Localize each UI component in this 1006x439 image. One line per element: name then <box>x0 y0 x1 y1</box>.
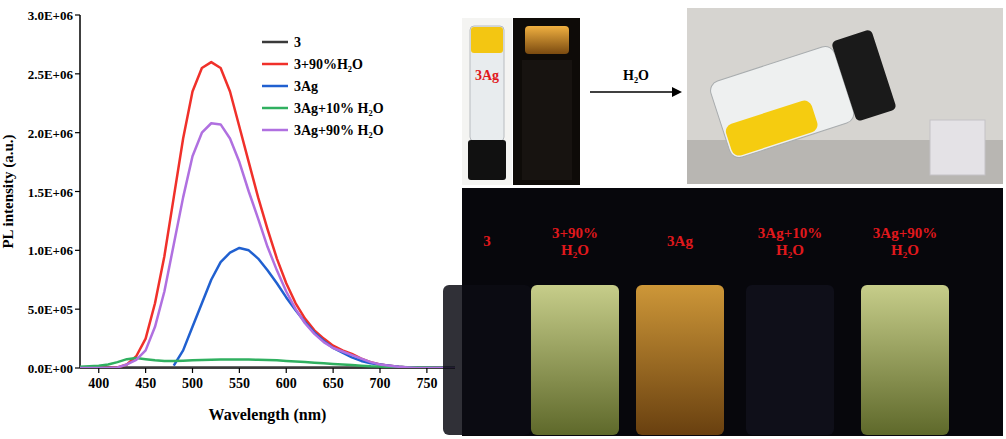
photo-label: 3Ag <box>475 68 499 83</box>
vial-cap <box>831 29 897 122</box>
x-tick-label: 600 <box>276 376 297 391</box>
x-tick-label: 500 <box>182 376 203 391</box>
tilted-vial <box>707 29 897 162</box>
legend-label: 3Ag+90% H₂O <box>294 123 384 138</box>
x-tick-label: 400 <box>88 376 109 391</box>
y-tick-label: 1.0E+06 <box>28 243 74 258</box>
x-tick-label: 750 <box>416 376 437 391</box>
vial-label: 3Ag+10%H₂O <box>758 225 822 258</box>
series-line <box>80 62 455 368</box>
legend-swatch <box>262 129 288 132</box>
photo <box>462 188 1003 436</box>
x-tick <box>239 368 240 373</box>
x-tick <box>98 368 99 373</box>
x-tick-label: 650 <box>323 376 344 391</box>
y-tick <box>75 250 80 251</box>
series-line <box>80 123 455 368</box>
legend-label: 3Ag+10% H₂O <box>294 101 384 116</box>
vial-label: 3Ag <box>667 233 693 249</box>
liquid <box>724 98 820 157</box>
vial-label: 3+90%H₂O <box>552 225 598 258</box>
y-tick-label: 0.0E+00 <box>28 361 73 376</box>
glow <box>525 26 569 54</box>
vial-glow <box>636 285 724 435</box>
series-line <box>174 248 455 368</box>
x-tick-label: 550 <box>229 376 250 391</box>
vial-glass <box>470 26 504 141</box>
vial-glow <box>746 285 834 435</box>
vial-cap <box>468 140 506 180</box>
y-tick <box>75 367 80 368</box>
x-tick-label: 700 <box>370 376 391 391</box>
vial-glow <box>861 285 949 435</box>
y-tick <box>75 132 80 133</box>
legend-label: 3+90%H₂O <box>294 57 363 72</box>
legend-swatch <box>262 107 288 110</box>
vial-label: 3 <box>483 233 491 249</box>
photo <box>462 18 512 185</box>
arrow <box>590 91 672 93</box>
photo <box>513 18 580 185</box>
y-tick-label: 2.0E+06 <box>28 126 74 141</box>
y-tick-label: 1.5E+06 <box>28 185 74 200</box>
x-tick <box>286 368 287 373</box>
x-tick <box>379 368 380 373</box>
x-tick <box>426 368 427 373</box>
vial-glow <box>443 285 531 435</box>
photo <box>687 8 1003 184</box>
y-tick-label: 3.0E+06 <box>28 8 74 23</box>
legend-swatch <box>262 85 288 88</box>
vial-glass <box>708 44 856 160</box>
y-tick <box>75 73 80 74</box>
arrow-label: H₂O <box>623 68 649 83</box>
x-tick <box>192 368 193 373</box>
y-axis-title: PL intensity (a.u.) <box>0 134 17 248</box>
legend-swatch <box>262 63 288 66</box>
x-tick-label: 450 <box>135 376 156 391</box>
legend-label: 3 <box>294 35 301 50</box>
gel <box>471 27 503 53</box>
x-tick <box>145 368 146 373</box>
vial-label: 3Ag+90%H₂O <box>873 225 937 258</box>
y-tick-label: 5.0E+05 <box>28 302 74 317</box>
legend-swatch <box>262 41 288 44</box>
legend-label: 3Ag <box>294 79 318 94</box>
cube <box>930 120 985 175</box>
y-tick <box>75 14 80 15</box>
x-axis-title: Wavelength (nm) <box>209 406 327 424</box>
y-tick-label: 2.5E+06 <box>28 67 74 82</box>
y-tick <box>75 191 80 192</box>
x-tick <box>333 368 334 373</box>
y-tick <box>75 309 80 310</box>
vial-dark <box>522 60 572 180</box>
arrow-head <box>672 87 682 97</box>
plot-lines <box>80 62 455 368</box>
vial-glow <box>531 285 619 435</box>
